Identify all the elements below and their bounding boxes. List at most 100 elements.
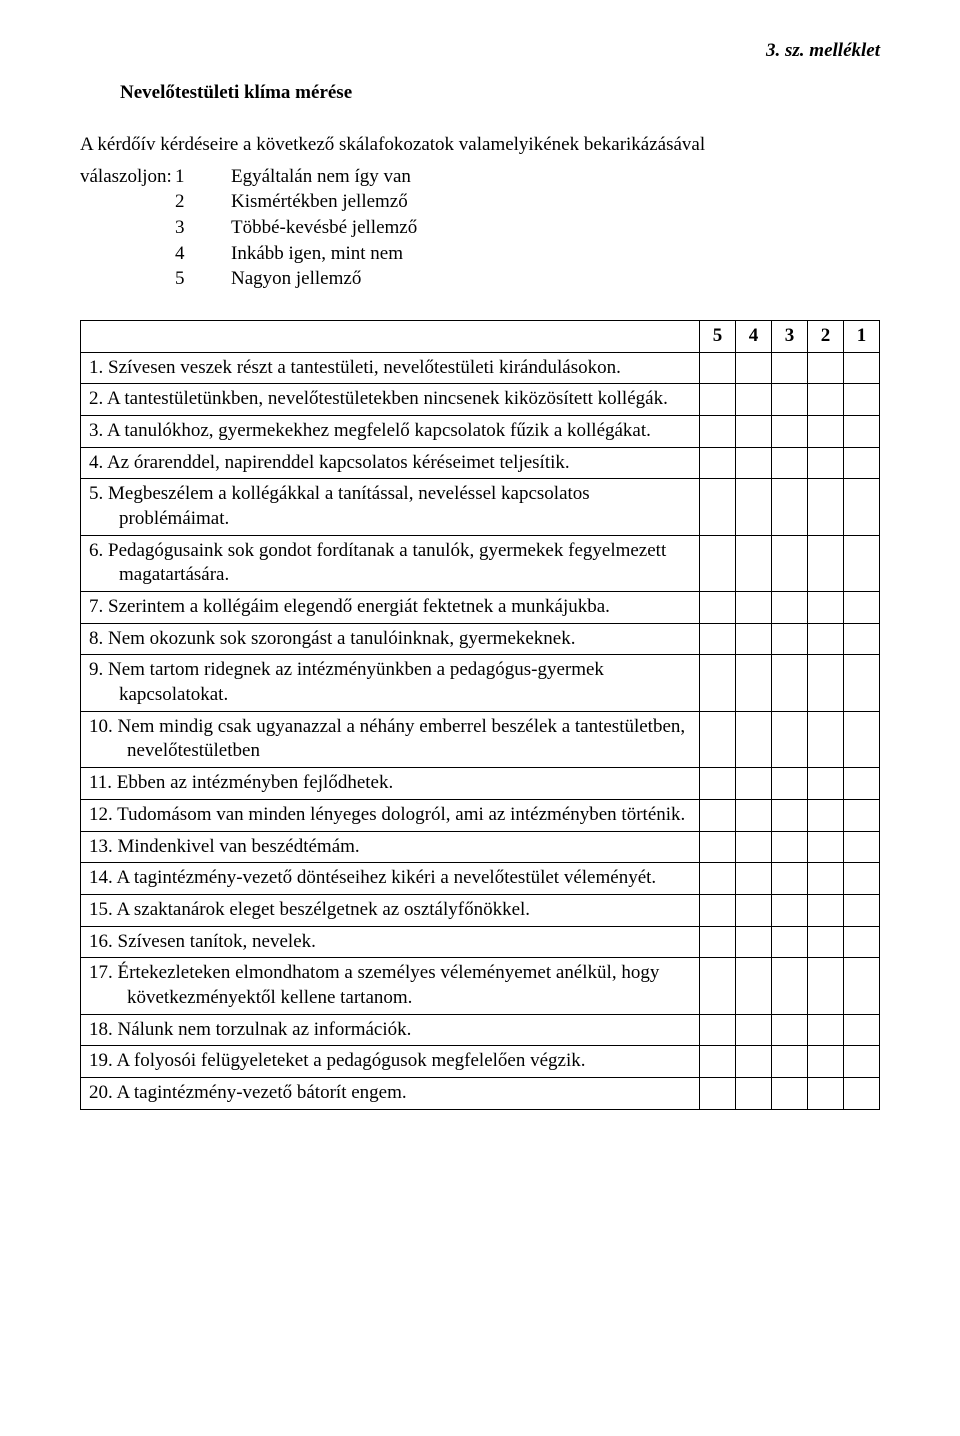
answer-cell[interactable] xyxy=(736,863,772,895)
answer-cell[interactable] xyxy=(700,799,736,831)
answer-cell[interactable] xyxy=(844,352,880,384)
answer-cell[interactable] xyxy=(808,958,844,1014)
answer-cell[interactable] xyxy=(808,655,844,711)
answer-cell[interactable] xyxy=(844,768,880,800)
answer-cell[interactable] xyxy=(700,384,736,416)
answer-cell[interactable] xyxy=(772,1078,808,1110)
answer-cell[interactable] xyxy=(844,415,880,447)
answer-cell[interactable] xyxy=(700,711,736,767)
answer-cell[interactable] xyxy=(700,1014,736,1046)
answer-cell[interactable] xyxy=(772,711,808,767)
answer-cell[interactable] xyxy=(700,768,736,800)
answer-cell[interactable] xyxy=(844,592,880,624)
answer-cell[interactable] xyxy=(808,768,844,800)
answer-cell[interactable] xyxy=(772,479,808,535)
answer-cell[interactable] xyxy=(808,352,844,384)
answer-cell[interactable] xyxy=(844,1078,880,1110)
answer-cell[interactable] xyxy=(736,535,772,591)
answer-cell[interactable] xyxy=(844,1046,880,1078)
answer-cell[interactable] xyxy=(700,1078,736,1110)
answer-cell[interactable] xyxy=(808,479,844,535)
answer-cell[interactable] xyxy=(844,655,880,711)
answer-cell[interactable] xyxy=(736,711,772,767)
answer-cell[interactable] xyxy=(772,863,808,895)
answer-cell[interactable] xyxy=(772,1046,808,1078)
answer-cell[interactable] xyxy=(844,384,880,416)
answer-cell[interactable] xyxy=(772,655,808,711)
answer-cell[interactable] xyxy=(772,384,808,416)
answer-cell[interactable] xyxy=(700,479,736,535)
answer-cell[interactable] xyxy=(772,831,808,863)
answer-cell[interactable] xyxy=(736,768,772,800)
answer-cell[interactable] xyxy=(844,623,880,655)
answer-cell[interactable] xyxy=(736,1046,772,1078)
answer-cell[interactable] xyxy=(808,926,844,958)
answer-cell[interactable] xyxy=(736,592,772,624)
answer-cell[interactable] xyxy=(736,415,772,447)
answer-cell[interactable] xyxy=(808,831,844,863)
answer-cell[interactable] xyxy=(736,479,772,535)
answer-cell[interactable] xyxy=(736,623,772,655)
answer-cell[interactable] xyxy=(700,926,736,958)
answer-cell[interactable] xyxy=(700,447,736,479)
answer-cell[interactable] xyxy=(808,711,844,767)
answer-cell[interactable] xyxy=(844,958,880,1014)
answer-cell[interactable] xyxy=(736,384,772,416)
answer-cell[interactable] xyxy=(700,894,736,926)
answer-cell[interactable] xyxy=(844,894,880,926)
answer-cell[interactable] xyxy=(844,863,880,895)
answer-cell[interactable] xyxy=(772,768,808,800)
answer-cell[interactable] xyxy=(808,384,844,416)
answer-cell[interactable] xyxy=(772,926,808,958)
answer-cell[interactable] xyxy=(808,447,844,479)
answer-cell[interactable] xyxy=(772,623,808,655)
answer-cell[interactable] xyxy=(772,799,808,831)
answer-cell[interactable] xyxy=(772,535,808,591)
answer-cell[interactable] xyxy=(808,535,844,591)
answer-cell[interactable] xyxy=(736,958,772,1014)
answer-cell[interactable] xyxy=(808,894,844,926)
answer-cell[interactable] xyxy=(700,958,736,1014)
answer-cell[interactable] xyxy=(772,352,808,384)
answer-cell[interactable] xyxy=(736,1014,772,1046)
answer-cell[interactable] xyxy=(808,1078,844,1110)
answer-cell[interactable] xyxy=(736,831,772,863)
answer-cell[interactable] xyxy=(844,926,880,958)
answer-cell[interactable] xyxy=(700,863,736,895)
answer-cell[interactable] xyxy=(772,1014,808,1046)
answer-cell[interactable] xyxy=(844,479,880,535)
answer-cell[interactable] xyxy=(700,1046,736,1078)
answer-cell[interactable] xyxy=(844,447,880,479)
answer-cell[interactable] xyxy=(844,711,880,767)
answer-cell[interactable] xyxy=(772,592,808,624)
answer-cell[interactable] xyxy=(844,831,880,863)
answer-cell[interactable] xyxy=(772,415,808,447)
answer-cell[interactable] xyxy=(808,623,844,655)
answer-cell[interactable] xyxy=(700,415,736,447)
answer-cell[interactable] xyxy=(808,1046,844,1078)
answer-cell[interactable] xyxy=(736,894,772,926)
answer-cell[interactable] xyxy=(772,894,808,926)
answer-cell[interactable] xyxy=(772,447,808,479)
answer-cell[interactable] xyxy=(736,447,772,479)
answer-cell[interactable] xyxy=(808,863,844,895)
answer-cell[interactable] xyxy=(772,958,808,1014)
answer-cell[interactable] xyxy=(844,799,880,831)
answer-cell[interactable] xyxy=(700,655,736,711)
answer-cell[interactable] xyxy=(700,623,736,655)
answer-cell[interactable] xyxy=(700,535,736,591)
answer-cell[interactable] xyxy=(736,799,772,831)
answer-cell[interactable] xyxy=(736,352,772,384)
answer-cell[interactable] xyxy=(700,352,736,384)
answer-cell[interactable] xyxy=(736,1078,772,1110)
answer-cell[interactable] xyxy=(808,415,844,447)
answer-cell[interactable] xyxy=(844,1014,880,1046)
answer-cell[interactable] xyxy=(736,926,772,958)
answer-cell[interactable] xyxy=(808,592,844,624)
answer-cell[interactable] xyxy=(808,1014,844,1046)
answer-cell[interactable] xyxy=(700,831,736,863)
answer-cell[interactable] xyxy=(808,799,844,831)
answer-cell[interactable] xyxy=(844,535,880,591)
answer-cell[interactable] xyxy=(700,592,736,624)
answer-cell[interactable] xyxy=(736,655,772,711)
